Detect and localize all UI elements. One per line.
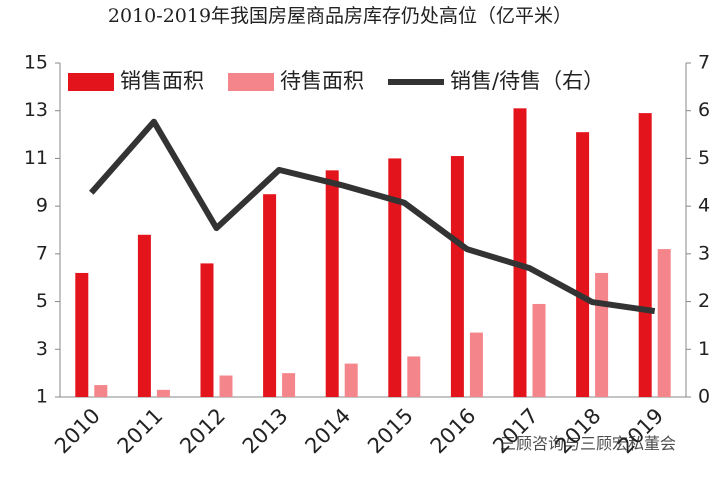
watermark: 三顾咨询与三顾宏私董会: [500, 434, 676, 453]
y2-tick-label: 3: [698, 242, 710, 264]
y2-tick-label: 1: [698, 338, 710, 360]
bar: [469, 332, 483, 397]
x-tick-label: 2014: [300, 404, 355, 459]
bar: [200, 263, 214, 397]
y2-tick-label: 5: [698, 147, 710, 169]
x-tick-label: 2015: [363, 404, 418, 459]
line: [89, 118, 656, 315]
bar: [137, 234, 151, 397]
y2-tick-label: 4: [698, 195, 710, 217]
y-tick-label: 7: [36, 242, 48, 264]
x-tick-label: 2013: [238, 404, 293, 459]
bar: [75, 272, 89, 397]
y2-tick-label: 0: [698, 386, 710, 408]
legend-label: 销售面积: [120, 69, 204, 93]
y-tick-label: 1: [36, 386, 48, 408]
y2-tick-label: 7: [698, 52, 710, 74]
y-tick-label: 15: [24, 52, 48, 74]
bar: [282, 373, 296, 397]
x-tick-label: 2010: [50, 404, 105, 459]
y2-tick-label: 6: [698, 99, 710, 121]
y2-tick-label: 2: [698, 290, 710, 312]
bar: [94, 385, 108, 397]
bar: [388, 158, 402, 397]
bar: [576, 132, 590, 397]
bar: [657, 249, 671, 397]
legend-label: 销售/待售（右）: [450, 69, 604, 93]
y-tick-label: 3: [36, 338, 48, 360]
legend-label: 待售面积: [280, 69, 364, 93]
bar: [532, 303, 546, 397]
bar: [638, 113, 652, 397]
bar: [156, 389, 170, 397]
bar: [263, 194, 277, 397]
y-tick-label: 9: [36, 195, 48, 217]
bar: [219, 375, 233, 397]
y-tick-label: 5: [36, 290, 48, 312]
bar: [407, 356, 421, 397]
legend-swatch: [68, 73, 114, 91]
bar: [344, 363, 358, 397]
y-tick-label: 11: [24, 147, 48, 169]
y-tick-label: 13: [24, 99, 48, 121]
x-tick-label: 2016: [426, 404, 481, 459]
bar: [513, 108, 527, 397]
legend-swatch: [228, 73, 274, 91]
bar: [595, 272, 609, 397]
chart-title: 2010-2019年我国房屋商品房库存仍处高位（亿平米）: [108, 5, 572, 27]
bar: [450, 156, 464, 397]
bar: [325, 170, 339, 397]
x-tick-label: 2012: [175, 404, 230, 459]
x-tick-label: 2011: [113, 404, 168, 459]
